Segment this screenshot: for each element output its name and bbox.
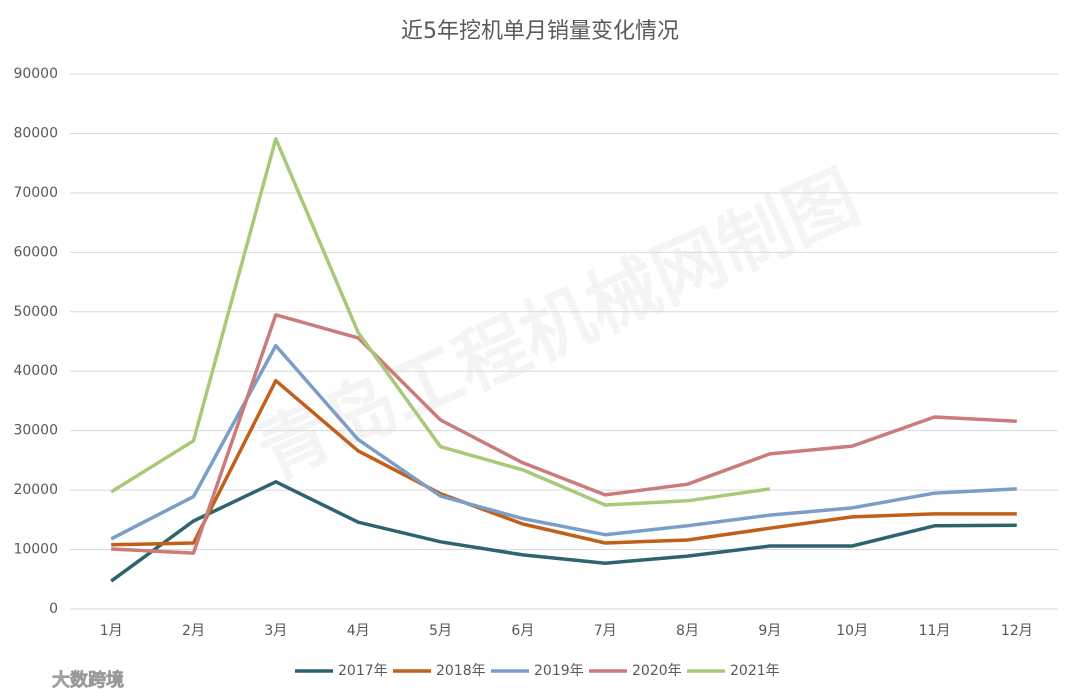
x-tick-label: 5月 <box>429 623 452 639</box>
y-tick-label: 60000 <box>13 244 58 260</box>
series-line <box>110 343 1017 541</box>
y-tick-label: 80000 <box>13 125 58 141</box>
y-tick-label: 30000 <box>13 423 58 439</box>
y-tick-label: 20000 <box>13 482 58 498</box>
chart-title: 近5年挖机单月销量变化情况 <box>401 19 679 44</box>
x-tick-label: 3月 <box>264 623 287 639</box>
legend-label: 2019年 <box>534 663 584 679</box>
y-tick-label: 40000 <box>13 363 58 379</box>
x-tick-label: 11月 <box>919 623 951 639</box>
series-line <box>110 137 771 507</box>
y-tick-label: 10000 <box>13 542 58 558</box>
x-tick-label: 2月 <box>182 623 205 639</box>
y-tick-label: 90000 <box>13 66 58 82</box>
legend-label: 2018年 <box>436 663 486 679</box>
logo-text: 大数跨境 <box>52 669 124 691</box>
x-tick-label: 1月 <box>100 623 123 639</box>
x-tick-label: 10月 <box>836 623 868 639</box>
series-line <box>111 313 1017 555</box>
x-tick-label: 9月 <box>758 623 781 639</box>
x-tick-label: 8月 <box>676 623 699 639</box>
x-tick-label: 12月 <box>1001 623 1033 639</box>
x-tick-label: 7月 <box>594 623 617 639</box>
legend-label: 2020年 <box>632 663 682 679</box>
y-tick-label: 50000 <box>13 304 58 320</box>
legend-label: 2017年 <box>338 663 388 679</box>
series-line <box>111 378 1017 547</box>
series-line <box>110 480 1017 583</box>
x-tick-label: 4月 <box>347 623 370 639</box>
legend-label: 2021年 <box>730 663 780 679</box>
y-tick-label: 0 <box>49 601 58 617</box>
y-tick-label: 70000 <box>13 185 58 201</box>
x-tick-label: 6月 <box>511 623 534 639</box>
